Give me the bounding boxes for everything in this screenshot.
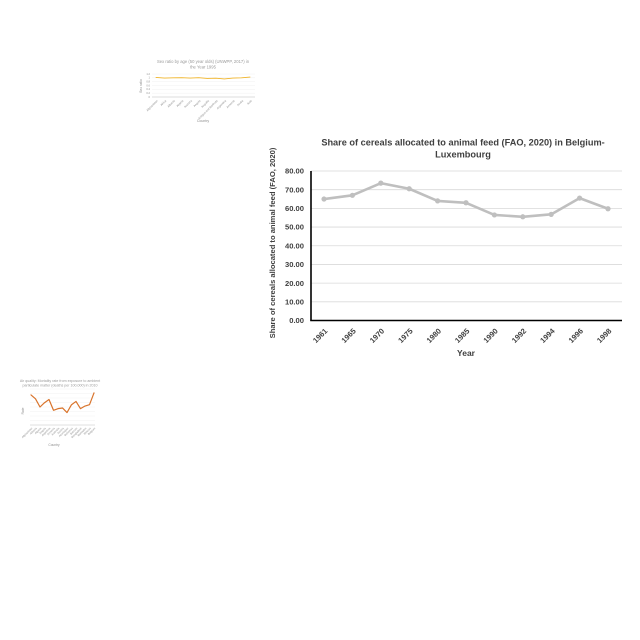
x-tick-label: Bahrain <box>69 426 79 436</box>
data-point <box>548 211 554 217</box>
y-tick-label: 1 <box>149 76 151 80</box>
x-tick-label: Bahamas <box>63 426 74 437</box>
x-tick-label: 1975 <box>396 326 415 345</box>
x-tick-label: Barbados <box>77 426 88 437</box>
chart1-xlabel: Country <box>197 119 210 123</box>
x-tick-label: Australia <box>50 426 60 436</box>
chart1-ylabel: Sex ratio <box>139 79 143 93</box>
x-tick-label: 1970 <box>368 327 386 345</box>
y-tick-label: 80.00 <box>285 167 304 176</box>
data-point <box>577 195 583 201</box>
y-tick-label: 20.00 <box>285 279 304 288</box>
x-tick-label: Armenia <box>225 99 236 110</box>
x-tick-label: Angola <box>38 426 47 435</box>
y-tick-label: 30.00 <box>285 260 304 269</box>
x-tick-label: Aruba <box>236 99 244 107</box>
x-tick-label: Argentina <box>41 426 52 437</box>
x-tick-label: Azerbaijan <box>58 426 70 438</box>
chart1-title-line2: the Year 1995 <box>190 65 217 70</box>
series-line <box>322 181 610 219</box>
data-point <box>605 206 611 212</box>
y-tick-label: 0.2 <box>146 91 150 95</box>
y-tick-label: 60.00 <box>285 204 304 213</box>
x-tick-label: Algeria <box>175 99 184 108</box>
data-point <box>406 186 412 192</box>
data-point <box>321 196 327 202</box>
x-tick-label: Africa <box>159 99 167 107</box>
y-tick-label: 40.00 <box>285 241 304 250</box>
x-tick-label: Belarus <box>83 426 93 436</box>
y-tick-label: 0.4 <box>146 87 150 91</box>
x-tick-label: Albania <box>166 99 176 109</box>
y-tick-label: 0.8 <box>146 80 150 84</box>
data-point <box>520 214 526 220</box>
x-tick-label: Austria <box>56 426 65 435</box>
x-tick-label: 1961 <box>311 326 330 345</box>
chart-air-quality: Air quality: Mortality rate from exposur… <box>20 379 100 447</box>
chart-cereals-animal-feed: Share of cereals allocated to animal fee… <box>268 138 622 358</box>
data-point <box>378 180 384 186</box>
x-tick-label: Belgium <box>87 426 96 435</box>
x-tick-label: Argentina <box>216 99 228 111</box>
x-tick-label: Angola <box>192 99 201 108</box>
x-tick-label: 1990 <box>481 327 499 345</box>
chart2-title-line2: Luxembourg <box>435 150 491 160</box>
x-tick-label: Afghanistan <box>145 99 159 113</box>
x-tick-label: 1996 <box>567 327 585 345</box>
chart3-title-line2: particulate matter (deaths per 100,000) … <box>23 384 98 388</box>
y-tick-label: 0 <box>149 95 151 99</box>
y-tick-label: 50.00 <box>285 223 304 232</box>
chart1-title-line1: Sex ratio by age (50 year olds) (UNWPP, … <box>157 59 250 64</box>
x-tick-label: Albania <box>29 426 38 435</box>
y-tick-label: 70.00 <box>285 185 304 194</box>
x-tick-label: 1994 <box>538 326 557 345</box>
data-point <box>349 192 355 198</box>
y-tick-label: 0.6 <box>146 83 150 87</box>
data-point <box>463 200 469 206</box>
x-tick-label: Andorra <box>183 99 193 109</box>
x-tick-label: 1985 <box>453 326 472 345</box>
chart3-xlabel: Country <box>48 443 60 447</box>
y-tick-label: 10.00 <box>285 297 304 306</box>
chart2-xlabel: Year <box>457 348 476 358</box>
chart3-title-line1: Air quality: Mortality rate from exposur… <box>20 379 100 383</box>
series-line <box>155 76 251 80</box>
x-tick-label: Armenia <box>46 426 56 436</box>
chart-sex-ratio: Sex ratio by age (50 year olds) (UNWPP, … <box>139 59 255 123</box>
series-line <box>30 392 95 414</box>
chart3-ylabel: Rate <box>21 407 25 414</box>
x-tick-label: 1980 <box>425 327 443 345</box>
data-point <box>435 198 441 204</box>
chart2-ylabel: Share of cereals allocated to animal fee… <box>268 147 277 338</box>
chart2-title-line1: Share of cereals allocated to animal fee… <box>321 138 604 148</box>
y-tick-label: 0.00 <box>289 316 304 325</box>
x-tick-label: Anguilla <box>200 99 210 109</box>
x-tick-label: 1998 <box>595 327 613 345</box>
x-tick-label: Asia <box>246 99 253 106</box>
x-tick-label: Algeria <box>34 426 43 435</box>
x-tick-label: 1992 <box>510 327 528 345</box>
x-tick-label: 1965 <box>339 326 358 345</box>
y-tick-label: 1.2 <box>146 72 150 76</box>
data-point <box>491 212 497 218</box>
